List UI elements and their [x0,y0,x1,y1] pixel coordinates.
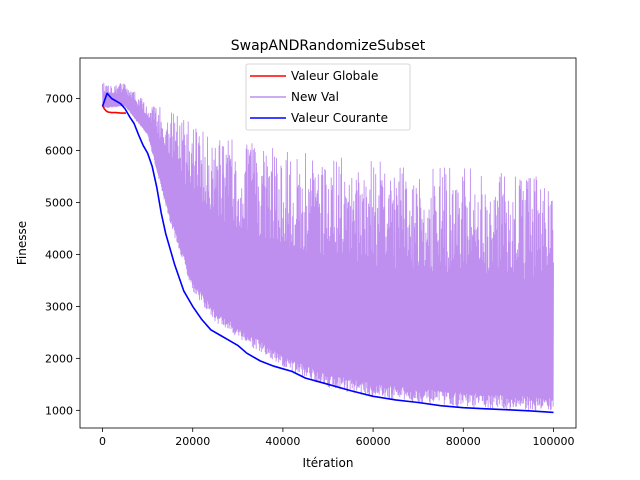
x-tick-label: 80000 [446,435,481,448]
series-line-valeur-courante [101,92,554,414]
plot-frame [79,57,577,429]
legend-label: Valeur Courante [291,111,388,125]
series-line-valeur-globale [101,104,126,114]
legend: Valeur Globale New Val Valeur Courante [245,63,411,131]
series-line-new-val [102,82,554,411]
y-tick-label: 3000 [45,300,73,313]
legend-box [245,63,411,131]
y-tick-label: 4000 [45,248,73,261]
y-tick-label: 6000 [45,145,73,158]
y-axis-label: Finesse [15,221,29,265]
y-tick-label: 7000 [45,93,73,106]
x-tick-label: 20000 [175,435,210,448]
legend-label: Valeur Globale [291,69,378,83]
y-tick-label: 1000 [45,404,73,417]
legend-label: New Val [291,90,339,104]
y-tick-label: 5000 [45,196,73,209]
x-tick-label: 100000 [532,435,574,448]
x-tick-label: 60000 [356,435,391,448]
x-tick-label: 40000 [265,435,300,448]
chart-title: SwapANDRandomizeSubset [231,38,426,54]
x-tick-label: 0 [99,435,106,448]
y-tick-label: 2000 [45,352,73,365]
x-axis-label: Itération [303,456,354,470]
